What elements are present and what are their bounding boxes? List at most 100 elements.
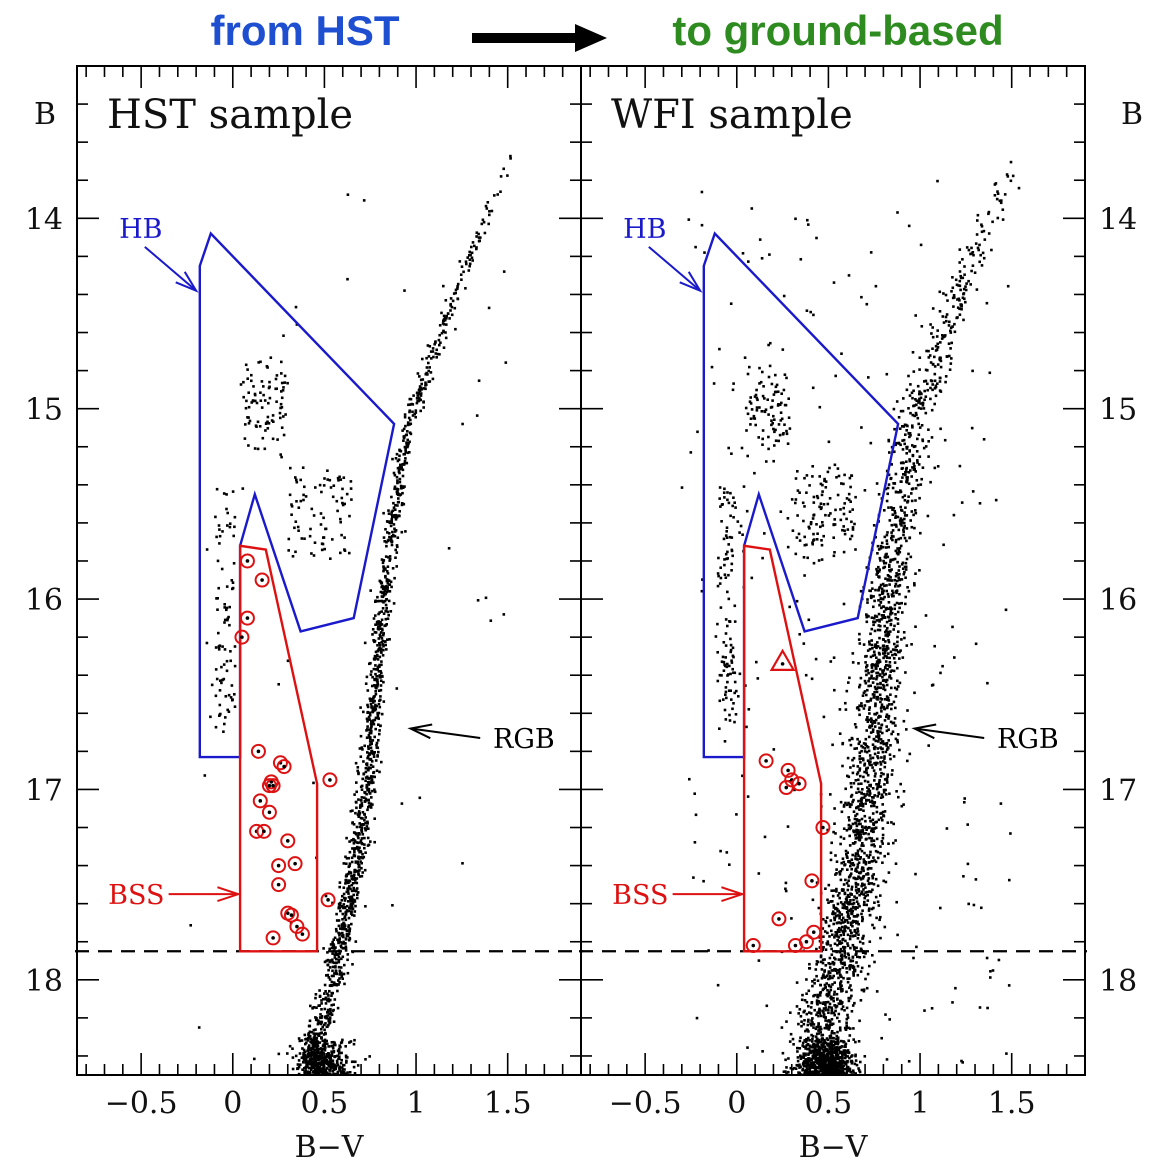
star-point [899,480,903,483]
star-point [403,459,407,463]
star-point [847,953,850,957]
star-point [998,199,1002,203]
star-point [360,837,364,840]
star-point [893,450,896,453]
star-point [412,394,415,397]
star-point [408,440,411,444]
star-point [334,946,337,949]
star-point [312,1050,316,1053]
star-point [891,507,895,510]
star-point [290,505,294,508]
star-point [301,466,305,469]
star-point [799,1015,803,1018]
star-point [1009,160,1013,164]
star-point [895,525,898,528]
star-point [371,765,375,768]
star-point [892,628,895,631]
star-point [355,847,359,850]
star-point [870,663,873,667]
star-point [825,993,828,997]
star-point [381,639,385,643]
star-point [312,1028,316,1032]
star-point [907,471,911,474]
star-point [406,438,409,442]
star-point [833,1082,836,1085]
star-point [868,647,872,651]
star-point [843,927,846,930]
star-point [892,669,896,673]
star-point [885,633,888,637]
star-point [490,209,494,213]
star-point [451,299,455,303]
star-point [857,854,860,858]
star-point [296,1067,299,1070]
star-point [885,656,889,659]
star-point [952,294,956,297]
star-point [313,1034,316,1037]
star-point [874,860,878,864]
star-point [331,969,334,973]
bss-star-marker [265,930,281,946]
star-point [821,918,825,921]
star-point [876,850,880,854]
star-point [312,1057,315,1061]
bss-star-point [269,780,274,784]
star-point [864,832,867,835]
star-point [337,959,341,962]
star-point [361,748,364,751]
star-point [475,247,478,251]
star-point [336,1079,339,1082]
star-point [947,324,951,327]
star-point [369,697,373,701]
star-point [858,876,862,880]
star-point [996,192,1000,195]
star-point [327,997,330,1001]
star-point [836,908,839,911]
star-point [369,758,373,761]
star-point [309,1057,312,1061]
star-point [338,977,341,980]
star-point [843,920,847,923]
star-point [216,559,220,563]
star-point [828,1045,831,1048]
star-point [933,387,937,390]
star-point [868,826,871,829]
star-point [439,341,442,344]
star-point [898,657,901,660]
star-point [372,639,375,642]
star-point [855,772,859,776]
star-point [851,771,855,775]
bss-star-marker [294,926,310,942]
star-point [420,382,423,386]
star-point [901,567,905,570]
star-point [896,739,899,742]
star-point [827,1028,831,1031]
star-point [216,597,219,600]
star-point [907,482,911,485]
star-point [886,775,889,779]
star-point [367,715,371,719]
star-point [509,157,512,160]
star-point [894,645,898,649]
star-point [845,971,849,974]
star-point [895,579,899,583]
star-point [845,990,848,994]
star-point [362,199,366,202]
star-point [826,974,829,978]
star-point [286,659,290,663]
star-point [874,667,878,670]
star-point [380,660,383,663]
star-point [898,565,901,568]
bss-star-point [260,578,264,582]
star-point [359,706,362,709]
star-point [812,994,815,998]
star-point [911,444,914,447]
star-point [409,397,413,401]
star-point [880,756,883,759]
star-point [935,335,939,338]
star-point [295,480,299,484]
star-point [833,942,837,946]
star-point [846,942,849,945]
star-point [874,702,877,705]
star-point [913,583,916,587]
